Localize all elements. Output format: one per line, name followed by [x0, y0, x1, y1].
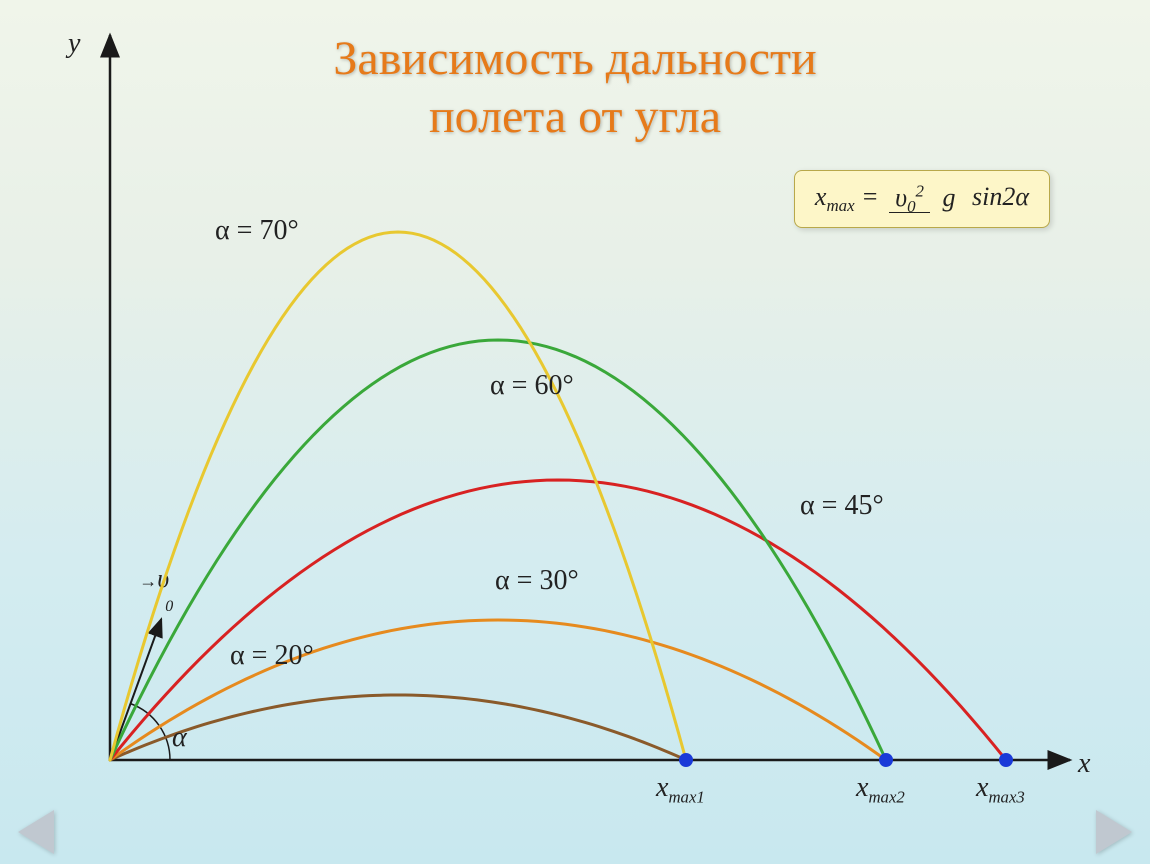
- series-label-20: α = 20°: [230, 640, 314, 672]
- trajectory-chart: →υ0 y x α α = 20° α = 30° α = 45° α = 60° α …: [60, 20, 1110, 810]
- alpha-label: α: [172, 722, 187, 754]
- xmax-label-2: xmax2: [856, 772, 905, 808]
- trajectory-60: [110, 340, 886, 760]
- series-label-70: α = 70°: [215, 215, 299, 247]
- x-axis-label: x: [1078, 748, 1090, 780]
- chart-svg: →υ0: [60, 20, 1110, 810]
- xmax-label-1: xmax1: [656, 772, 705, 808]
- series-label-45: α = 45°: [800, 490, 884, 522]
- trajectory-30: [110, 620, 886, 760]
- xmax-label-3: xmax3: [976, 772, 1025, 808]
- series-label-30: α = 30°: [495, 565, 579, 597]
- next-slide-button[interactable]: [1096, 810, 1132, 854]
- prev-slide-button[interactable]: [18, 810, 54, 854]
- trajectory-70: [110, 232, 686, 760]
- y-axis-label: y: [68, 28, 80, 60]
- series-label-60: α = 60°: [490, 370, 574, 402]
